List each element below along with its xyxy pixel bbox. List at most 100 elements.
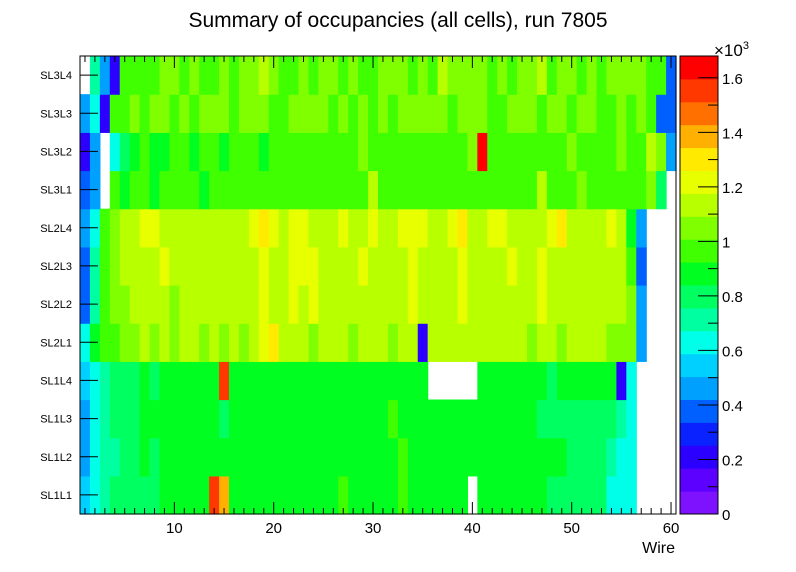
heatmap-cell-sl3l4-wire-20 xyxy=(268,56,280,95)
heatmap-cell-sl3l3-wire-47 xyxy=(536,94,548,133)
heatmap-cell-sl3l1-wire-41 xyxy=(477,170,488,210)
heatmap-cell-sl2l3-wire-33 xyxy=(397,246,409,286)
y-category-label-sl1l2: SL1L2 xyxy=(40,452,72,464)
heatmap-cell-sl2l4-wire-3 xyxy=(99,208,111,248)
heatmap-cell-sl1l4-wire-30 xyxy=(368,361,379,401)
heatmap-cell-sl3l4-wire-55 xyxy=(616,56,627,95)
heatmap-cell-sl3l1-wire-53 xyxy=(596,170,608,210)
heatmap-cell-sl1l4-wire-17 xyxy=(238,361,250,401)
heatmap-cell-sl3l1-wire-57 xyxy=(636,170,647,210)
heatmap-cell-sl1l1-wire-19 xyxy=(258,475,270,515)
heatmap-cell-sl2l1-wire-5 xyxy=(119,323,131,362)
heatmap-cell-sl1l1-wire-36 xyxy=(427,475,439,515)
heatmap-cell-sl2l1-wire-27 xyxy=(338,323,349,362)
heatmap-cell-sl2l3-wire-28 xyxy=(348,246,359,286)
heatmap-cell-sl2l1-wire-52 xyxy=(586,323,598,362)
heatmap-cell-sl2l4-wire-38 xyxy=(447,208,459,248)
heatmap-cell-sl1l2-wire-44 xyxy=(507,437,518,477)
heatmap-cell-sl3l2-wire-19 xyxy=(258,132,270,172)
heatmap-cell-sl1l2-wire-43 xyxy=(497,437,508,477)
heatmap-cell-sl1l2-wire-7 xyxy=(139,437,151,477)
heatmap-cell-sl2l3-wire-32 xyxy=(387,246,399,286)
heatmap-cell-sl1l3-wire-5 xyxy=(119,399,131,439)
heatmap-cell-sl2l2-wire-17 xyxy=(238,285,250,324)
heatmap-cell-sl2l1-wire-23 xyxy=(298,323,310,362)
heatmap-cell-sl3l1-wire-12 xyxy=(189,170,200,210)
heatmap-cell-sl3l2-wire-36 xyxy=(427,132,439,172)
heatmap-cell-sl2l4-wire-16 xyxy=(229,208,240,248)
heatmap-cell-sl3l1-wire-17 xyxy=(238,170,250,210)
colorbar-swatch xyxy=(680,285,718,309)
heatmap-cell-sl3l3-wire-28 xyxy=(348,94,359,133)
heatmap-cell-sl3l2-wire-46 xyxy=(527,132,538,172)
heatmap-cell-sl1l1-wire-7 xyxy=(139,475,151,515)
heatmap-cell-sl3l1-wire-13 xyxy=(199,170,210,210)
heatmap-cell-sl1l3-wire-13 xyxy=(199,399,210,439)
heatmap-cell-sl3l1-wire-51 xyxy=(576,170,588,210)
heatmap-cell-sl1l2-wire-20 xyxy=(268,437,280,477)
heatmap-cell-sl1l3-wire-38 xyxy=(447,399,459,439)
heatmap-cell-sl2l1-wire-54 xyxy=(606,323,617,362)
heatmap-cell-sl1l4-wire-51 xyxy=(576,361,588,401)
heatmap-cell-sl1l2-wire-55 xyxy=(616,437,627,477)
heatmap-cell-sl3l1-wire-37 xyxy=(437,170,449,210)
heatmap-cell-sl1l1-wire-25 xyxy=(318,475,329,515)
heatmap-cell-sl3l3-wire-3 xyxy=(99,94,111,133)
heatmap-cell-sl1l4-wire-47 xyxy=(536,361,548,401)
heatmap-cell-sl2l3-wire-30 xyxy=(368,246,379,286)
heatmap-cell-sl2l3-wire-54 xyxy=(606,246,617,286)
heatmap-cell-sl1l1-wire-53 xyxy=(596,475,608,515)
heatmap-cell-sl2l1-wire-56 xyxy=(626,323,637,362)
heatmap-cell-sl2l3-wire-24 xyxy=(308,246,319,286)
x-tick-label: 10 xyxy=(166,520,183,537)
heatmap-cell-sl1l4-wire-16 xyxy=(229,361,240,401)
heatmap-cell-sl2l3-wire-47 xyxy=(536,246,548,286)
heatmap-cell-sl2l4-wire-5 xyxy=(119,208,131,248)
plot-frame xyxy=(79,55,677,515)
heatmap-cell-sl3l3-wire-46 xyxy=(527,94,538,133)
heatmap-cell-sl1l1-wire-34 xyxy=(407,475,419,515)
heatmap-cell-sl2l2-wire-23 xyxy=(298,285,310,324)
heatmap-cell-sl1l4-wire-43 xyxy=(497,361,508,401)
heatmap-cell-sl3l1-wire-47 xyxy=(536,170,548,210)
heatmap-cell-sl1l1-wire-8 xyxy=(149,475,161,515)
heatmap-cell-sl2l4-wire-4 xyxy=(109,208,121,248)
heatmap-cell-sl3l4-wire-14 xyxy=(209,56,220,95)
heatmap-cell-sl3l2-wire-29 xyxy=(358,132,369,172)
heatmap-cell-sl2l3-wire-40 xyxy=(467,246,478,286)
heatmap-cell-sl3l3-wire-57 xyxy=(636,94,647,133)
heatmap-cell-sl1l3-wire-49 xyxy=(556,399,568,439)
heatmap-cell-sl3l4-wire-16 xyxy=(229,56,240,95)
heatmap-cell-sl3l4-wire-4 xyxy=(109,56,121,95)
heatmap-cell-sl3l1-wire-24 xyxy=(308,170,319,210)
heatmap-cells xyxy=(80,56,677,515)
heatmap-cell-sl2l4-wire-21 xyxy=(278,208,290,248)
heatmap-cell-sl2l1-wire-31 xyxy=(378,323,389,362)
heatmap-cell-sl1l2-wire-23 xyxy=(298,437,310,477)
heatmap-cell-sl2l3-wire-29 xyxy=(358,246,369,286)
heatmap-cell-sl3l4-wire-8 xyxy=(149,56,161,95)
heatmap-cell-sl3l1-wire-15 xyxy=(219,170,230,210)
heatmap-cell-sl1l3-wire-54 xyxy=(606,399,617,439)
heatmap-cell-sl2l2-wire-48 xyxy=(546,285,558,324)
heatmap-cell-sl1l1-wire-22 xyxy=(288,475,300,515)
heatmap-cell-sl1l4-wire-7 xyxy=(139,361,151,401)
heatmap-cell-sl1l3-wire-8 xyxy=(149,399,161,439)
heatmap-cell-sl1l1-wire-4 xyxy=(109,475,121,515)
heatmap-cell-sl3l1-wire-58 xyxy=(646,170,657,210)
heatmap-cell-sl1l2-wire-14 xyxy=(209,437,220,477)
heatmap-cell-sl2l3-wire-51 xyxy=(576,246,588,286)
heatmap-cell-sl2l2-wire-37 xyxy=(437,285,449,324)
heatmap-cell-sl3l4-wire-42 xyxy=(487,56,498,95)
colorbar-tick-label: 1 xyxy=(722,234,730,251)
heatmap-cell-sl2l2-wire-55 xyxy=(616,285,627,324)
x-tick-label: 60 xyxy=(663,520,680,537)
heatmap-cell-sl3l1-wire-4 xyxy=(109,170,121,210)
heatmap-cell-sl3l3-wire-34 xyxy=(407,94,419,133)
colorbar-swatch xyxy=(680,239,718,263)
heatmap-cell-sl1l4-wire-52 xyxy=(586,361,598,401)
heatmap-cell-sl1l4-wire-41 xyxy=(477,361,488,401)
heatmap-cell-sl2l2-wire-18 xyxy=(248,285,260,324)
heatmap-cell-sl2l2-wire-3 xyxy=(99,285,111,324)
heatmap-cell-sl2l2-wire-35 xyxy=(417,285,429,324)
